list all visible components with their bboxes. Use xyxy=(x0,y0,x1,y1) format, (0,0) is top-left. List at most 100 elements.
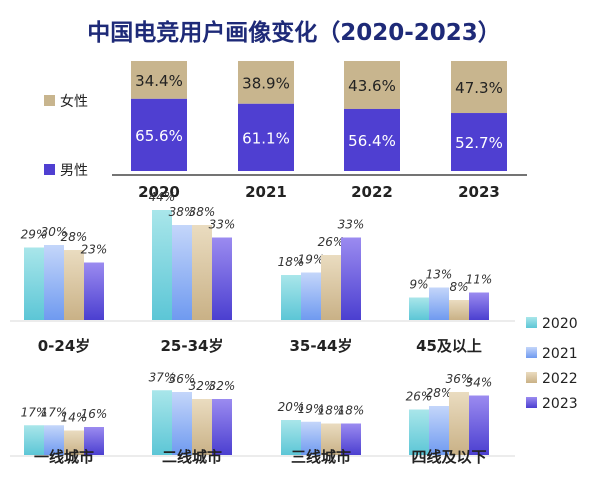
year-legend: 2020 2021 2022 2023 xyxy=(526,316,578,412)
legend-swatch-male xyxy=(44,164,55,175)
label-male-2023: 52.7% xyxy=(455,134,503,152)
legend-swatch-female xyxy=(44,95,55,106)
category-label-三线城市: 三线城市 xyxy=(291,448,351,466)
label-female-2022: 43.6% xyxy=(348,77,396,95)
bar-35-44岁-2021 xyxy=(301,272,321,320)
legend-swatch-2020 xyxy=(526,317,537,328)
bar-male-2021 xyxy=(238,103,294,171)
bar-25-34岁-2022 xyxy=(192,225,212,320)
bar-0-24岁-2022 xyxy=(64,250,84,320)
legend-label-2020: 2020 xyxy=(542,316,578,332)
label-male-2021: 61.1% xyxy=(242,129,290,147)
bar-25-34岁-2023 xyxy=(212,237,232,320)
category-label-0-24岁: 0-24岁 xyxy=(38,337,91,355)
legend-label-female: 女性 xyxy=(60,93,88,110)
bar-female-2021 xyxy=(238,61,294,104)
data-label-45及以上-2022: 8% xyxy=(449,280,468,294)
age-chart: 29%30%28%23%0-24岁44%38%38%33%25-34岁18%19… xyxy=(10,190,515,355)
tick-label-2023: 2023 xyxy=(458,183,500,201)
data-label-45及以上-2021: 13% xyxy=(426,268,453,282)
legend-label-2021: 2021 xyxy=(542,346,578,362)
bar-0-24岁-2021 xyxy=(44,245,64,320)
data-label-25-34岁-2021: 38% xyxy=(169,205,196,219)
bar-male-2023 xyxy=(451,113,507,171)
data-label-35-44岁-2023: 33% xyxy=(338,218,365,232)
label-female-2020: 34.4% xyxy=(135,72,183,90)
data-label-45及以上-2020: 9% xyxy=(409,278,428,292)
gender-chart: 34.4% 65.6% 2020 38.9% 61.1% 2021 43.6% 56.4% 20… xyxy=(44,61,527,201)
bar-25-34岁-2021 xyxy=(172,225,192,320)
bar-35-44岁-2020 xyxy=(281,275,301,320)
bar-45及以上-2021 xyxy=(429,287,449,320)
data-label-35-44岁-2021: 19% xyxy=(298,253,325,267)
bar-一线城市-2022 xyxy=(64,430,84,455)
category-label-一线城市: 一线城市 xyxy=(34,448,94,466)
legend-label-male: 男性 xyxy=(60,163,88,179)
chart-title: 中国电竞用户画像变化（2020-2023） xyxy=(87,19,501,46)
data-label-0-24岁-2021: 30% xyxy=(41,225,68,239)
category-label-二线城市: 二线城市 xyxy=(162,448,222,466)
label-female-2023: 47.3% xyxy=(455,79,503,97)
legend-swatch-2023 xyxy=(526,397,537,408)
bar-35-44岁-2023 xyxy=(341,237,361,320)
bar-二线城市-2022 xyxy=(192,399,212,455)
category-label-四线及以下: 四线及以下 xyxy=(411,448,486,466)
bar-一线城市-2020 xyxy=(24,425,44,455)
data-label-二线城市-2023: 32% xyxy=(209,379,236,393)
city-chart: 17%17%14%16%一线城市37%36%32%32%二线城市20%19%18… xyxy=(10,370,515,466)
bar-male-2022 xyxy=(344,108,400,171)
label-male-2022: 56.4% xyxy=(348,132,396,150)
bar-35-44岁-2022 xyxy=(321,255,341,320)
bar-45及以上-2023 xyxy=(469,292,489,320)
data-label-0-24岁-2023: 23% xyxy=(81,243,108,257)
bar-二线城市-2023 xyxy=(212,399,232,455)
bar-一线城市-2021 xyxy=(44,425,64,455)
tick-label-2020: 2020 xyxy=(138,183,180,201)
category-label-25-34岁: 25-34岁 xyxy=(161,337,224,355)
data-label-25-34岁-2020: 44% xyxy=(149,190,176,204)
bar-二线城市-2020 xyxy=(152,390,172,455)
category-label-45及以上: 45及以上 xyxy=(416,337,482,355)
bar-三线城市-2023 xyxy=(341,423,361,455)
bar-一线城市-2023 xyxy=(84,427,104,455)
bar-三线城市-2020 xyxy=(281,420,301,455)
data-label-25-34岁-2023: 33% xyxy=(209,218,236,232)
legend-label-2022: 2022 xyxy=(542,371,578,387)
tick-label-2021: 2021 xyxy=(245,183,287,201)
bar-0-24岁-2020 xyxy=(24,247,44,320)
label-male-2020: 65.6% xyxy=(135,127,183,145)
bar-二线城市-2021 xyxy=(172,392,192,455)
bar-female-2023 xyxy=(451,61,507,114)
bar-male-2020 xyxy=(131,98,187,171)
bar-45及以上-2020 xyxy=(409,297,429,320)
data-label-四线及以下-2022: 36% xyxy=(446,372,473,386)
bar-三线城市-2022 xyxy=(321,423,341,455)
data-label-三线城市-2020: 20% xyxy=(278,400,305,414)
bar-四线及以下-2023 xyxy=(469,395,489,455)
bar-0-24岁-2023 xyxy=(84,262,104,320)
data-label-45及以上-2023: 11% xyxy=(466,273,493,287)
legend-swatch-2022 xyxy=(526,372,537,383)
data-label-一线城市-2022: 14% xyxy=(61,411,88,425)
bar-三线城市-2021 xyxy=(301,421,321,455)
data-label-35-44岁-2020: 18% xyxy=(278,255,305,269)
data-label-四线及以下-2020: 26% xyxy=(406,390,433,404)
bar-四线及以下-2021 xyxy=(429,406,449,455)
bar-25-34岁-2020 xyxy=(152,210,172,320)
bar-female-2020 xyxy=(131,61,187,99)
data-label-一线城市-2021: 17% xyxy=(41,405,68,419)
data-label-二线城市-2022: 32% xyxy=(189,379,216,393)
bar-四线及以下-2022 xyxy=(449,392,469,455)
data-label-35-44岁-2022: 26% xyxy=(318,235,345,249)
data-label-三线城市-2022: 18% xyxy=(318,404,345,418)
bar-四线及以下-2020 xyxy=(409,409,429,455)
data-label-0-24岁-2020: 29% xyxy=(21,228,48,242)
data-label-0-24岁-2022: 28% xyxy=(61,230,88,244)
data-label-三线城市-2023: 18% xyxy=(338,404,365,418)
data-label-一线城市-2020: 17% xyxy=(21,405,48,419)
label-female-2021: 38.9% xyxy=(242,74,290,92)
data-label-一线城市-2023: 16% xyxy=(81,407,108,421)
bar-female-2022 xyxy=(344,61,400,109)
data-label-25-34岁-2022: 38% xyxy=(189,205,216,219)
